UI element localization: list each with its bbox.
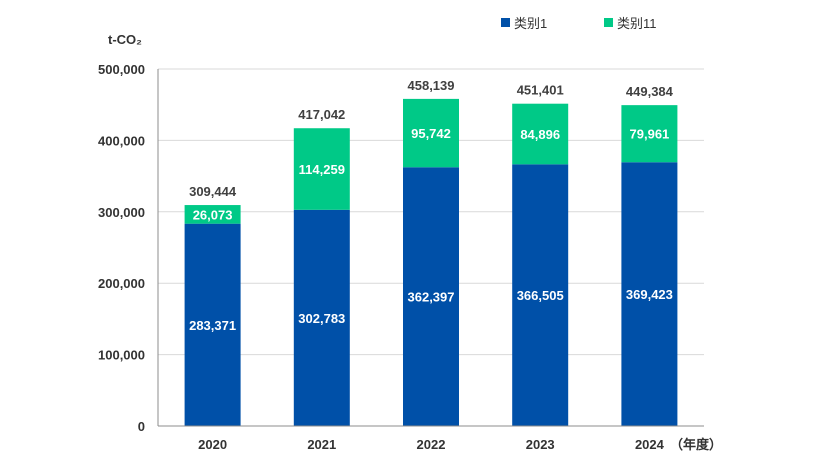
y-tick-label: 400,000 — [98, 133, 145, 148]
x-tick-label: 2022 — [417, 437, 446, 452]
legend: 类别1 类别11 — [501, 16, 657, 31]
bars — [184, 98, 678, 426]
legend-swatch — [501, 18, 510, 27]
bar-category1-2020 — [184, 223, 241, 426]
y-axis-unit-label: t-CO₂ — [108, 32, 142, 47]
bar-category1-2024 — [621, 162, 678, 426]
data-label: 84,896 — [520, 127, 560, 142]
bar-category11-2023 — [512, 103, 569, 165]
data-label: 95,742 — [411, 126, 451, 141]
labels: 283,371 26,073 309,444 302,783 114,259 417,04… — [189, 78, 674, 333]
bar-category1-2023 — [512, 164, 569, 426]
x-axis-unit-label: （年度） — [670, 437, 722, 452]
total-label: 417,042 — [298, 107, 345, 122]
total-label: 449,384 — [626, 84, 674, 99]
total-label: 458,139 — [408, 78, 455, 93]
data-label: 114,259 — [299, 162, 345, 177]
data-label: 26,073 — [193, 207, 233, 222]
bar-category11-2024 — [621, 105, 678, 163]
total-label: 309,444 — [189, 184, 237, 199]
bar-category11-2020 — [184, 205, 241, 224]
legend-label: 类别1 — [514, 16, 547, 31]
y-tick-label: 100,000 — [98, 348, 145, 363]
legend-swatch — [604, 18, 613, 27]
data-label: 302,783 — [298, 311, 345, 326]
x-tick-label: 2024 — [635, 437, 665, 452]
data-label: 369,423 — [626, 287, 673, 302]
bar-category1-2022 — [403, 167, 459, 426]
data-label: 283,371 — [189, 318, 236, 333]
bar-category1-2021 — [293, 209, 350, 426]
legend-label: 类别11 — [617, 16, 657, 31]
data-label: 362,397 — [408, 290, 455, 305]
bar-category11-2021 — [293, 128, 350, 210]
bar-category11-2022 — [403, 98, 459, 168]
axes: 0 100,000 200,000 300,000 400,000 500,000 2020… — [98, 62, 704, 452]
x-tick-label: 2023 — [526, 437, 555, 452]
data-label: 79,961 — [630, 127, 670, 142]
x-tick-label: 2020 — [198, 437, 227, 452]
y-tick-label: 300,000 — [98, 205, 145, 220]
y-tick-label: 0 — [138, 419, 145, 434]
y-tick-label: 500,000 — [98, 62, 145, 77]
x-tick-label: 2021 — [307, 437, 336, 452]
data-label: 366,505 — [517, 288, 564, 303]
y-tick-label: 200,000 — [98, 276, 145, 291]
total-label: 451,401 — [517, 83, 564, 98]
